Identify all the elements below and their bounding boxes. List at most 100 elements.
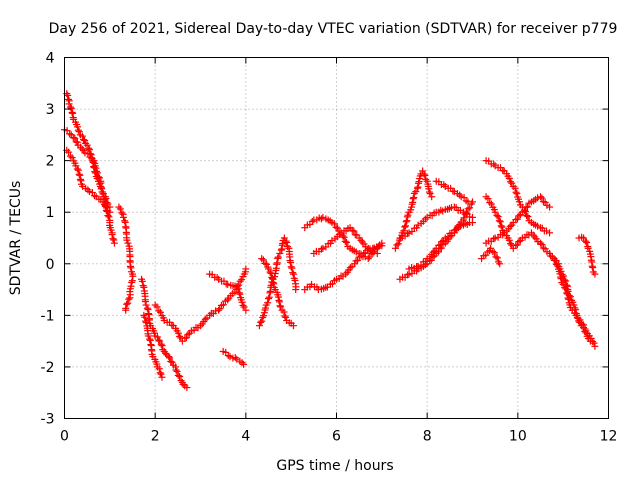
data-point-interp [427, 256, 435, 264]
data-point-interp [157, 370, 165, 378]
data-point-interp [496, 218, 504, 226]
data-point-interp [289, 269, 297, 277]
data-point-interp [167, 357, 175, 365]
series-arc-w [478, 244, 504, 268]
data-point-interp [128, 277, 136, 285]
data-point-interp [157, 340, 165, 348]
data-point-interp [224, 352, 232, 360]
data-point-interp [348, 226, 356, 234]
series-arc-o [391, 167, 436, 252]
data-point-interp [490, 235, 498, 243]
data-point [586, 337, 594, 345]
data-point [414, 221, 422, 229]
data-point-interp [317, 245, 325, 253]
data-point-interp [91, 168, 99, 176]
data-point-interp [332, 223, 340, 231]
data-point-interp [489, 247, 497, 255]
data-point-interp [508, 179, 516, 187]
data-point [537, 239, 544, 247]
data-point-interp [290, 270, 298, 278]
data-point-interp [554, 262, 562, 270]
data-point-interp [74, 166, 82, 174]
data-point-interp [463, 209, 471, 217]
data-point-interp [85, 146, 93, 154]
data-point-interp [108, 231, 116, 239]
data-point-interp [261, 259, 269, 267]
series-arc-f [140, 311, 166, 381]
data-point-interp [521, 208, 529, 216]
data-point-interp [128, 278, 136, 286]
data-point-interp [67, 104, 75, 112]
series-arc-m [301, 242, 386, 294]
data-point [140, 311, 148, 319]
data-point [106, 208, 114, 216]
data-point [482, 193, 490, 201]
y-tick-label: -1 [41, 308, 55, 324]
data-point-interp [505, 174, 513, 182]
x-tick-label: 6 [332, 429, 341, 445]
data-point-interp [493, 254, 501, 262]
data-point-interp [513, 215, 521, 223]
data-point [537, 193, 544, 201]
data-point-interp [155, 307, 163, 315]
series-arc-p [396, 203, 476, 242]
data-point-interp [343, 238, 351, 246]
ticks-layer [64, 57, 609, 419]
y-axis-label: SDTVAR / TECUs [8, 181, 24, 296]
data-point-interp [354, 256, 362, 264]
data-point-interp [515, 212, 523, 220]
data-point [360, 249, 368, 257]
data-point-interp [589, 264, 597, 272]
data-point-interp [451, 226, 459, 234]
data-point-interp [426, 190, 434, 198]
y-tick-label: 4 [46, 51, 55, 67]
data-point-interp [580, 323, 588, 331]
data-point [242, 306, 250, 314]
data-point-interp [201, 315, 209, 323]
data-point-interp [238, 276, 246, 284]
data-point-interp [234, 285, 242, 293]
data-point-interp [231, 354, 239, 362]
data-point-interp [172, 366, 180, 374]
data-point-interp [274, 253, 282, 261]
data-point-interp [466, 204, 474, 212]
data-point [419, 167, 427, 175]
data-point-interp [168, 358, 176, 366]
data-point-interp [551, 256, 559, 264]
data-point-interp [340, 233, 348, 241]
data-point [289, 322, 297, 330]
y-tick-label: -2 [41, 360, 55, 376]
data-point-interp [335, 230, 343, 238]
data-point [158, 373, 166, 381]
x-tick-label: 2 [151, 429, 160, 445]
data-point-interp [80, 136, 88, 144]
data-point-interp [125, 295, 133, 303]
data-point-interp [123, 300, 131, 308]
data-point [119, 213, 127, 221]
data-point-interp [404, 230, 412, 238]
data-point [242, 265, 250, 273]
data-point-interp [346, 264, 354, 272]
data-point-interp [288, 264, 296, 272]
y-tick-label: 2 [46, 154, 55, 170]
data-point-interp [173, 367, 181, 375]
data-point-interp [524, 203, 532, 211]
data-point [391, 244, 399, 252]
data-point-interp [238, 298, 246, 306]
data-point [183, 384, 191, 392]
data-point [450, 229, 458, 237]
data-point [215, 306, 223, 314]
data-point-interp [350, 227, 358, 235]
data-point [428, 193, 436, 201]
data-point-interp [267, 269, 275, 277]
data-point-interp [264, 299, 272, 307]
data-point [85, 188, 93, 196]
data-point-interp [155, 336, 163, 344]
data-point-interp [287, 263, 295, 271]
data-point-interp [153, 303, 161, 311]
data-point-interp [497, 222, 505, 230]
data-point-interp [73, 165, 81, 173]
data-point-interp [78, 145, 86, 153]
data-point-interp [84, 186, 92, 194]
